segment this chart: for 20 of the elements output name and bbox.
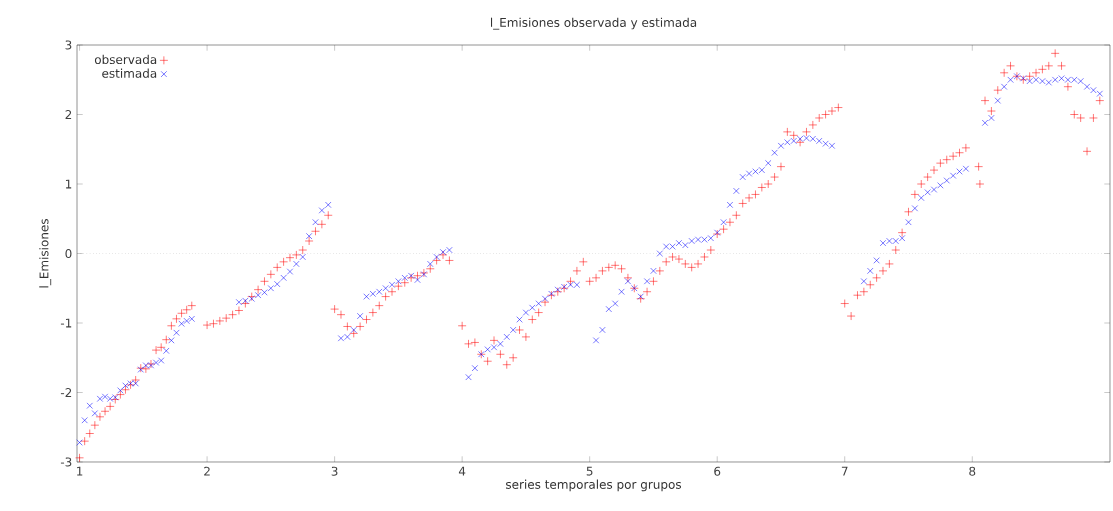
x-axis-title: series temporales por grupos: [506, 479, 682, 492]
x-tick-label: 3: [331, 466, 338, 476]
y-tick-label: -2: [60, 388, 72, 397]
y-tick-label: 2: [65, 110, 72, 119]
x-tick-label: 8: [969, 466, 976, 476]
x-tick-label: 7: [841, 466, 848, 476]
y-tick-label: 1: [65, 179, 72, 189]
y-tick-label: -1: [60, 318, 72, 328]
x-tick-label: 4: [458, 466, 466, 476]
y-axis-title: l_Emisiones: [39, 219, 52, 288]
y-tick-label: 0: [65, 248, 72, 259]
legend-label: estimada: [102, 68, 157, 78]
y-tick-label: 3: [65, 40, 72, 50]
chart-title: l_Emisiones observada y estimada: [490, 17, 697, 30]
y-tick-label: -3: [60, 457, 72, 467]
x-tick-label: 2: [204, 466, 210, 476]
x-tick-label: 6: [714, 466, 721, 476]
x-tick-label: 5: [586, 466, 593, 476]
legend-label: observada: [94, 54, 157, 65]
x-tick-label: 1: [77, 466, 83, 476]
